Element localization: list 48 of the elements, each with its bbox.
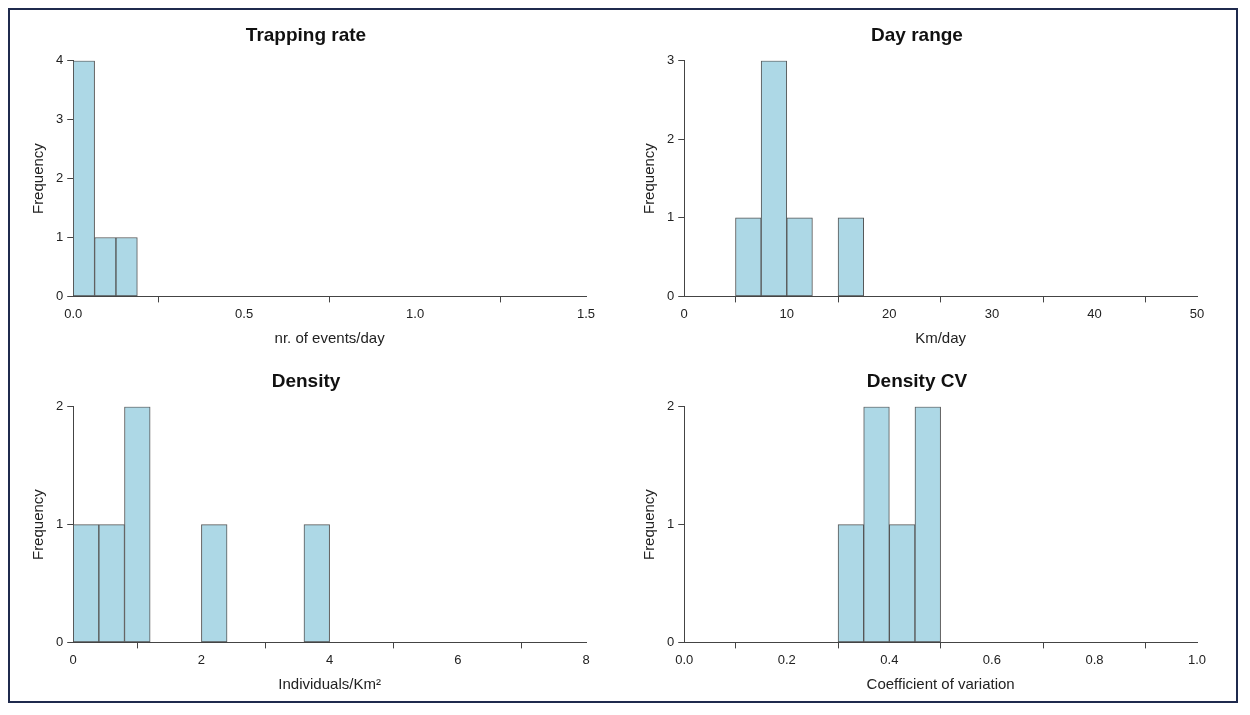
y-tick-label: 0 — [667, 633, 675, 649]
x-tick-label: 40 — [1087, 305, 1102, 321]
x-tick-label: 6 — [454, 651, 462, 667]
y-tick-label: 0 — [56, 633, 64, 649]
y-axis-title: Frequency — [29, 142, 47, 215]
x-tick-label: 1.0 — [406, 305, 425, 321]
chart-title: Day range — [871, 23, 963, 45]
x-tick-label: 0.2 — [777, 651, 796, 667]
x-tick-label: 0 — [69, 651, 77, 667]
chart-title: Density — [271, 369, 341, 391]
x-tick-label: 20 — [882, 305, 897, 321]
y-axis-title: Frequency — [640, 488, 658, 561]
y-tick-label: 2 — [56, 170, 64, 186]
x-axis-title: Km/day — [915, 329, 967, 347]
y-tick-label: 0 — [667, 287, 675, 303]
x-tick-label: 30 — [984, 305, 1000, 321]
y-tick-label: 1 — [667, 209, 675, 225]
x-tick-label: 0.0 — [64, 305, 83, 321]
x-tick-label: 0.4 — [880, 651, 899, 667]
y-tick-label: 4 — [56, 52, 64, 68]
x-axis-title: nr. of events/day — [274, 329, 386, 347]
y-tick-label: 1 — [56, 516, 64, 532]
y-tick-label: 2 — [56, 398, 64, 414]
y-tick-label: 2 — [667, 130, 675, 146]
x-tick-label: 8 — [582, 651, 590, 667]
y-axis-title: Frequency — [640, 142, 658, 215]
y-axis-title: Frequency — [29, 488, 47, 561]
y-tick-label: 1 — [667, 516, 675, 532]
chart-title: Density CV — [866, 369, 968, 391]
x-tick-label: 0.6 — [982, 651, 1001, 667]
x-tick-label: 0 — [680, 305, 688, 321]
x-tick-label: 0.8 — [1085, 651, 1104, 667]
y-tick-label: 2 — [667, 398, 675, 414]
x-tick-label: 50 — [1189, 305, 1205, 321]
chart-title: Trapping rate — [245, 23, 367, 45]
y-tick-label: 3 — [56, 111, 64, 127]
x-tick-label: 0.5 — [235, 305, 254, 321]
y-tick-label: 0 — [56, 287, 64, 303]
x-tick-label: 0.0 — [675, 651, 694, 667]
y-tick-label: 1 — [56, 229, 64, 245]
x-axis-title: Coefficient of variation — [866, 675, 1015, 693]
x-tick-label: 10 — [779, 305, 795, 321]
x-tick-label: 1.5 — [576, 305, 596, 321]
x-tick-label: 2 — [197, 651, 206, 667]
x-tick-label: 4 — [326, 651, 334, 667]
x-axis-title: Individuals/Km² — [278, 675, 381, 693]
y-tick-label: 3 — [667, 52, 675, 68]
x-tick-label: 1.0 — [1187, 651, 1207, 667]
